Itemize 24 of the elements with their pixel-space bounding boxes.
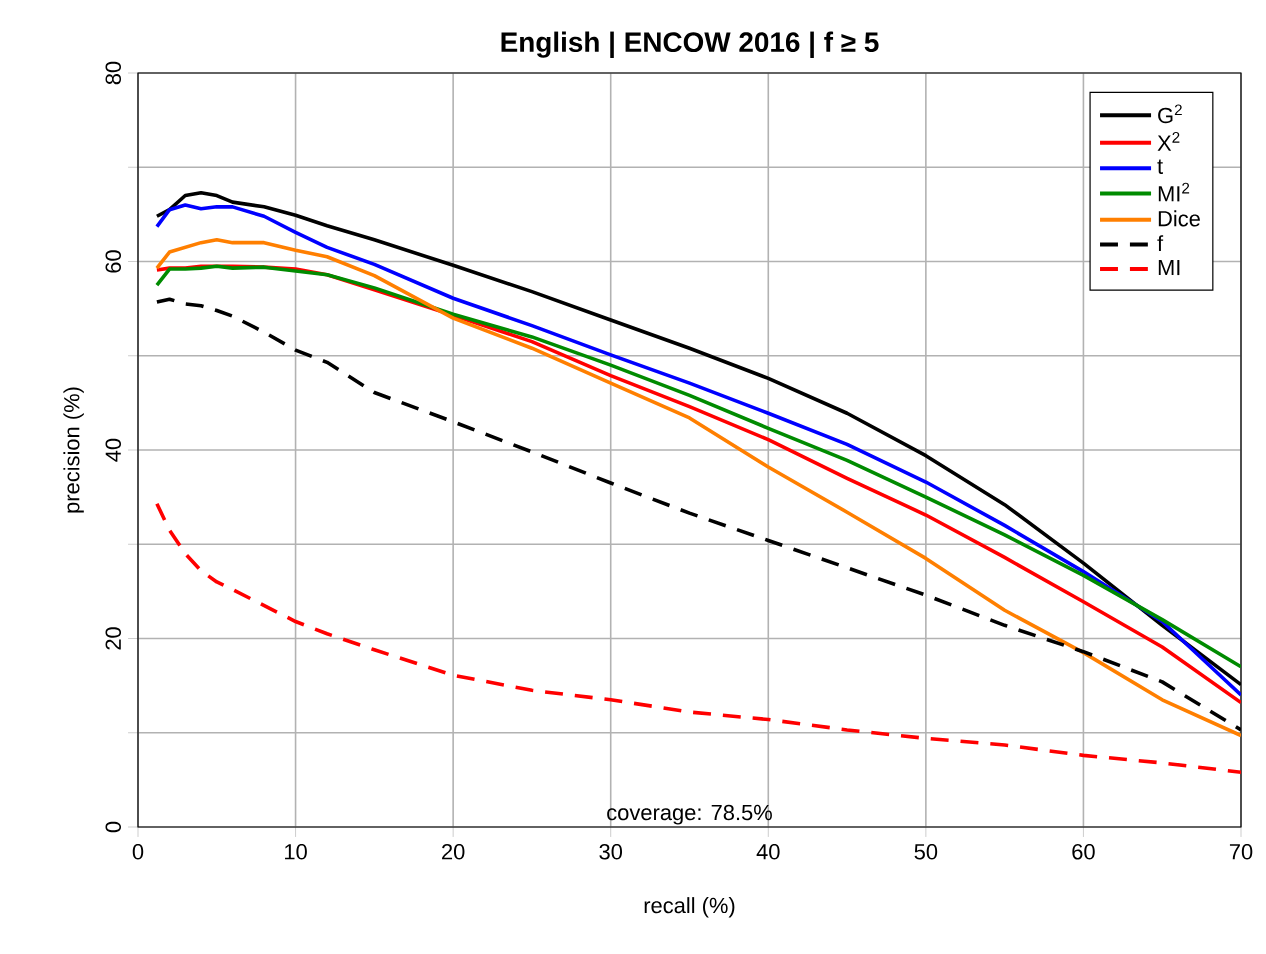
y-tick-label: 40 bbox=[105, 438, 121, 462]
x-tick-label: 70 bbox=[1229, 844, 1253, 860]
legend-label: G$^{2}$ bbox=[1158, 104, 1182, 124]
legend-label: MI$^{2}$ bbox=[1158, 182, 1190, 202]
legend-label: MI bbox=[1158, 260, 1180, 276]
x-tick-label: 50 bbox=[914, 844, 938, 860]
x-tick-label: 40 bbox=[756, 844, 780, 860]
x-tick-label: 20 bbox=[442, 844, 465, 860]
x-tick-label: 10 bbox=[285, 844, 307, 860]
x-tick-label: 30 bbox=[599, 844, 623, 860]
y-tick-label: 60 bbox=[105, 250, 121, 273]
y-tick-label: 80 bbox=[105, 61, 121, 85]
x-tick-label: 60 bbox=[1072, 844, 1095, 860]
y-tick-label: 20 bbox=[105, 627, 121, 650]
annotation: coverage: 78.5% bbox=[607, 804, 772, 825]
chart-title: English | ENCOW 2016 | f ≥ 5 bbox=[501, 31, 879, 58]
legend-label: f bbox=[1157, 235, 1164, 252]
y-axis-title: precision (%) bbox=[63, 387, 84, 513]
x-axis-title: recall (%) bbox=[644, 897, 735, 918]
legend-label: X$^{2}$ bbox=[1157, 132, 1180, 151]
y-tick-label: 0 bbox=[105, 821, 121, 833]
legend-label: Dice bbox=[1158, 210, 1200, 227]
x-tick-label: 0 bbox=[132, 844, 144, 860]
legend-label: t bbox=[1157, 159, 1163, 174]
